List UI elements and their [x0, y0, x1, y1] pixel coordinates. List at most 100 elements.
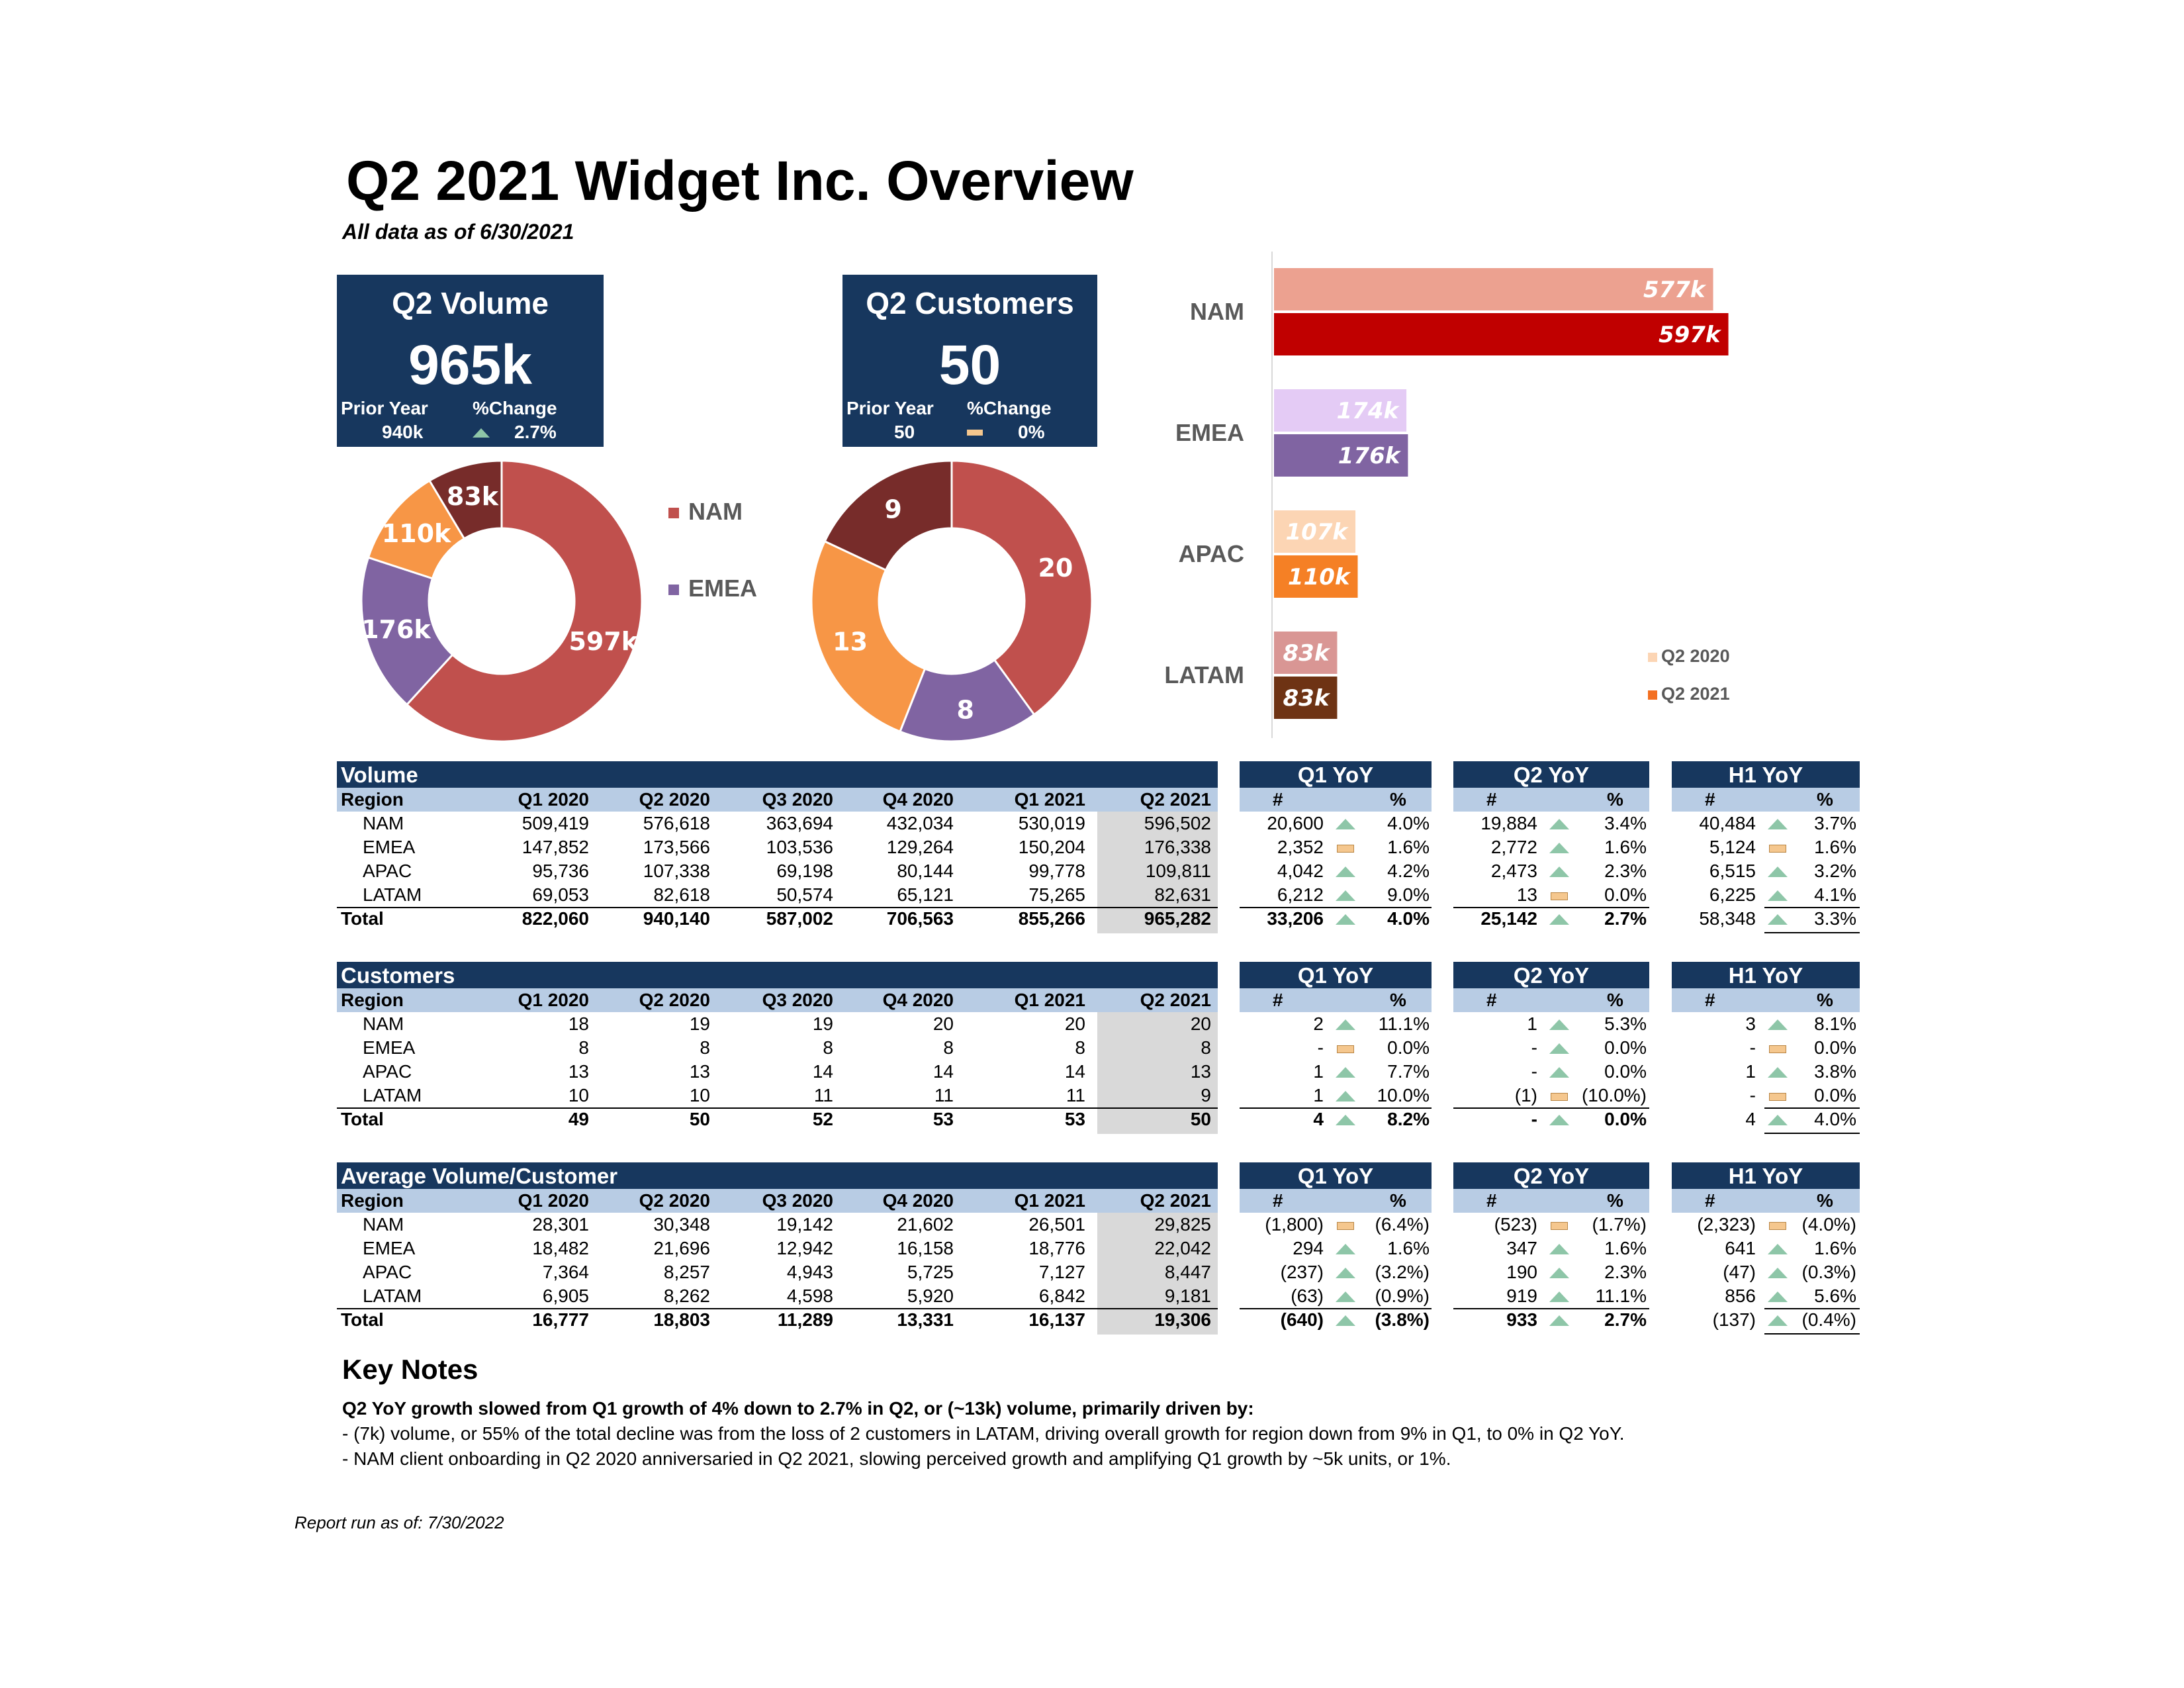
table-volume-cell: 69,198 — [776, 861, 833, 881]
bar-label-latam-q2-2020: 83k — [1283, 640, 1331, 667]
flat-dash-icon — [1769, 1093, 1786, 1101]
table-volume-cell: 109,811 — [1145, 861, 1211, 881]
table-customers-q2-yoy-col-percent: % — [1607, 990, 1623, 1010]
kpi-volume-change-value: 2.7% — [514, 422, 557, 442]
table-average-volume-customer-q1-yoy-number: (1,800) — [1265, 1214, 1324, 1235]
table-customers-cell: 13 — [568, 1061, 589, 1082]
table-customers-total-cell: 53 — [1064, 1109, 1085, 1129]
flat-dash-icon — [1337, 1045, 1354, 1053]
up-triangle-icon — [1549, 1115, 1569, 1125]
table-average-volume-customer-q1-yoy-percent: (0.9%) — [1375, 1286, 1430, 1306]
table-customers-cell: 8 — [1075, 1037, 1085, 1058]
table-customers-h1-yoy-percent: 0.0% — [1814, 1037, 1856, 1058]
table-average-volume-customer-total-cell: 13,331 — [897, 1309, 954, 1330]
table-customers-q1-yoy-number: 2 — [1313, 1013, 1324, 1034]
table-customers-q1-yoy-percent: 7.7% — [1387, 1061, 1430, 1082]
table-customers-cell: 13 — [1190, 1061, 1211, 1082]
table-average-volume-customer-q2-yoy-number: (523) — [1494, 1214, 1537, 1235]
up-triangle-icon — [1336, 890, 1355, 901]
table-customers-cell: 8 — [943, 1037, 954, 1058]
table-volume-total-cell: 940,140 — [643, 908, 710, 929]
table-volume-q2-yoy-title: Q2 YoY — [1513, 763, 1590, 787]
table-average-volume-customer-cell: 19,142 — [776, 1214, 833, 1235]
table-customers-cell: 10 — [689, 1085, 710, 1105]
flat-dash-icon — [1551, 1093, 1568, 1101]
table-volume-col-q4-2020: Q4 2020 — [882, 789, 954, 810]
table-customers-cell: 18 — [568, 1013, 589, 1034]
table-volume-q2-yoy-number: 2,772 — [1490, 837, 1537, 857]
flat-dash-icon — [967, 430, 983, 436]
table-customers-h1-yoy-bottom-rule — [1764, 1133, 1860, 1134]
bar-legend-q2-2021: Q2 2021 — [1648, 684, 1730, 704]
table-customers-h1-yoy-number: - — [1749, 1037, 1756, 1058]
table-customers-cell: 20 — [1064, 1013, 1085, 1034]
table-customers-cell: 8 — [823, 1037, 833, 1058]
table-average-volume-customer-q1-yoy-title: Q1 YoY — [1297, 1164, 1374, 1188]
table-volume-q2-yoy-percent: 3.4% — [1604, 813, 1647, 833]
table-volume-h1-yoy-bottom-rule — [1764, 932, 1860, 933]
table-average-volume-customer-q1-yoy-percent: (6.4%) — [1375, 1214, 1430, 1235]
legend-swatch — [1648, 690, 1657, 700]
table-average-volume-customer-h1-yoy-percent: (0.3%) — [1801, 1262, 1856, 1282]
bar-label-latam-q2-2021: 83k — [1283, 685, 1331, 712]
table-customers-q2-yoy-title: Q2 YoY — [1513, 963, 1590, 988]
up-triangle-icon — [1768, 1291, 1788, 1302]
up-triangle-icon — [1336, 1091, 1355, 1102]
table-volume-h1-yoy-percent: 3.7% — [1814, 813, 1856, 833]
table-average-volume-customer-h1-yoy-number: 641 — [1725, 1238, 1756, 1258]
table-average-volume-customer-title-bar: Average Volume/Customer — [337, 1162, 1218, 1189]
table-volume-row-label: EMEA — [363, 837, 416, 857]
table-average-volume-customer-h1-yoy-percent: 5.6% — [1814, 1286, 1856, 1306]
table-volume-col-q3-2020: Q3 2020 — [762, 789, 833, 810]
table-customers-q1-yoy-number: - — [1317, 1037, 1324, 1058]
table-average-volume-customer-h1-yoy-percent: 1.6% — [1814, 1238, 1856, 1258]
table-customers-cell: 11 — [934, 1085, 954, 1105]
table-average-volume-customer-q2-yoy-total-percent: 2.7% — [1604, 1309, 1647, 1330]
table-customers-total-rule — [337, 1107, 1218, 1109]
bar-emea-q2-2021 — [1274, 434, 1408, 477]
table-customers-q1-yoy-total-percent: 8.2% — [1387, 1109, 1430, 1129]
table-volume-q2-yoy-total-percent: 2.7% — [1604, 908, 1647, 929]
table-volume-h1-yoy-total-percent: 3.3% — [1814, 908, 1856, 929]
table-volume-q2-yoy-column-header-row — [1453, 788, 1649, 812]
table-volume-q2-yoy-title-bar: Q2 YoY — [1453, 761, 1649, 788]
table-average-volume-customer-cell: 9,181 — [1164, 1286, 1211, 1306]
donut-legend-emea: EMEA — [668, 575, 757, 602]
donut-customers-label-apac: 13 — [833, 628, 868, 657]
table-volume-h1-yoy-title-bar: H1 YoY — [1672, 761, 1860, 788]
table-average-volume-customer-total-cell: 16,137 — [1028, 1309, 1085, 1330]
table-volume-cell: 95,736 — [532, 861, 589, 881]
bar-label-nam-q2-2020: 577k — [1643, 277, 1707, 303]
table-customers-q1-yoy-total-number: 4 — [1313, 1109, 1324, 1129]
table-customers-title: Customers — [341, 963, 455, 988]
donut-customers-slice-nam — [950, 459, 1093, 716]
up-triangle-icon — [1549, 1043, 1569, 1054]
table-volume-q2-yoy-percent: 1.6% — [1604, 837, 1647, 857]
up-triangle-icon — [1768, 890, 1788, 901]
table-average-volume-customer-h1-yoy-title-bar: H1 YoY — [1672, 1162, 1860, 1189]
table-average-volume-customer-cell: 22,042 — [1154, 1238, 1211, 1258]
table-customers-q1-yoy-title: Q1 YoY — [1297, 963, 1374, 988]
legend-swatch — [668, 585, 679, 596]
donut-volume-label-nam: 597k — [569, 627, 638, 656]
table-volume-col-q1-2021: Q1 2021 — [1014, 789, 1085, 810]
bar-nam-q2-2021 — [1274, 313, 1729, 355]
up-triangle-icon — [1336, 1115, 1355, 1125]
flat-dash-icon — [1769, 845, 1786, 853]
table-volume-cell: 82,618 — [653, 884, 710, 905]
kpi-customers-change-value: 0% — [1018, 422, 1045, 442]
table-volume-cell: 129,264 — [886, 837, 954, 857]
table-volume-h1-yoy-percent: 1.6% — [1814, 837, 1856, 857]
table-average-volume-customer-q1-yoy-column-header-row — [1240, 1189, 1432, 1213]
up-triangle-icon — [1768, 914, 1788, 925]
table-average-volume-customer-cell: 18,776 — [1028, 1238, 1085, 1258]
table-average-volume-customer-q1-yoy-number: 294 — [1293, 1238, 1324, 1258]
table-volume-q1-yoy-total-rule — [1240, 907, 1432, 908]
bar-category-emea: EMEA — [1175, 419, 1244, 446]
table-volume-total-cell: 822,060 — [522, 908, 589, 929]
kpi-customers-change-label: %Change — [967, 398, 1052, 418]
table-volume-q1-yoy-title: Q1 YoY — [1297, 763, 1374, 787]
table-customers-q1-yoy-col-number: # — [1273, 990, 1283, 1010]
kpi-volume-prior-label: Prior Year — [341, 398, 428, 418]
up-triangle-icon — [1549, 843, 1569, 853]
